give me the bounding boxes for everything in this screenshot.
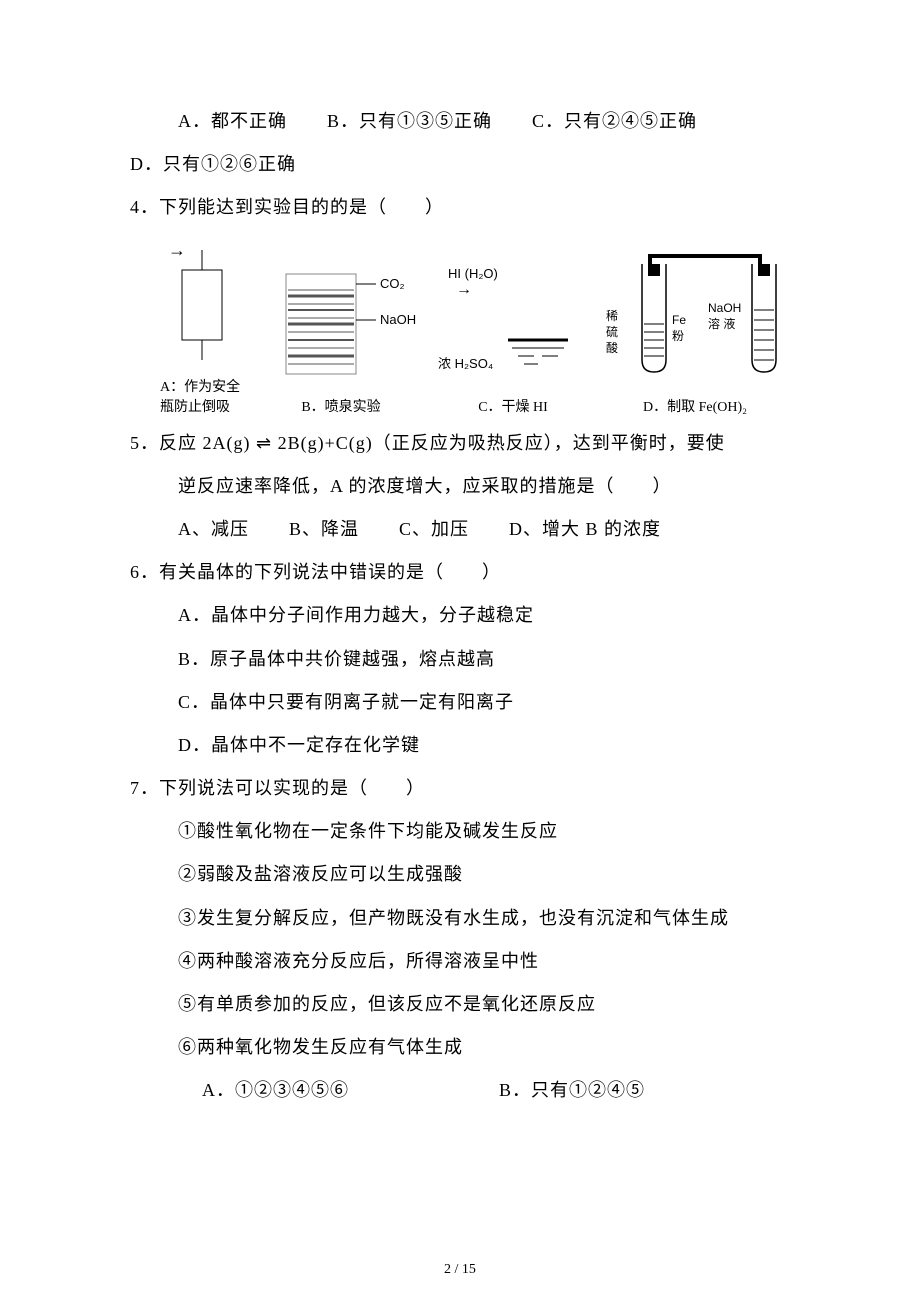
q4-diag-c-caption: C．干燥 HI — [478, 396, 548, 416]
q4-diag-a-svg: → — [162, 240, 242, 370]
label-fe-2: 粉 — [672, 329, 684, 343]
q4-diag-c-svg: HI (H₂O) → 浓 H₂SO₄ — [438, 260, 588, 390]
q3-opt-b: B．只有①③⑤正确 — [327, 100, 492, 143]
q6-opt-b: B．原子晶体中共价键越强，熔点越高 — [130, 638, 790, 681]
label-hi: HI (H₂O) — [448, 266, 498, 281]
q4-diag-b: CO₂ NaOH B．喷泉实验 — [256, 260, 426, 416]
q5-options: A、减压 B、降温 C、加压 D、增大 B 的浓度 — [130, 508, 790, 551]
q4-diag-a: → A：作为安全瓶防止倒吸 — [160, 240, 244, 416]
q3-opt-d: D．只有①②⑥正确 — [130, 143, 790, 186]
q6-opt-d: D．晶体中不一定存在化学键 — [130, 724, 790, 767]
q4-stem: 4．下列能达到实验目的的是（ ） — [130, 186, 790, 229]
q7-options: A．①②③④⑤⑥ B．只有①②④⑤ — [130, 1069, 790, 1112]
label-h2so4: 浓 H₂SO₄ — [438, 356, 493, 371]
q4-diag-c: HI (H₂O) → 浓 H₂SO₄ C．干燥 HI — [438, 260, 588, 416]
arrow-icon: → — [456, 281, 472, 298]
q5-opt-a: A、减压 — [178, 508, 249, 551]
q6-opt-a: A．晶体中分子间作用力越大，分子越稳定 — [130, 594, 790, 637]
q4-diag-b-caption: B．喷泉实验 — [301, 396, 380, 416]
q4-diag-d: 稀 硫 酸 Fe 粉 NaOH 溶 液 D．制取 Fe(OH)₂ — [600, 250, 790, 416]
label-dilute-acid-1: 稀 — [606, 309, 618, 323]
q4-diag-d-caption: D．制取 Fe(OH)₂ — [643, 396, 747, 416]
q3-options-row1: A．都不正确 B．只有①③⑤正确 C．只有②④⑤正确 — [130, 100, 790, 143]
label-naoh-2: 溶 液 — [708, 316, 735, 331]
q7-s3: ③发生复分解反应，但产物既没有水生成，也没有沉淀和气体生成 — [130, 897, 790, 940]
label-fe-1: Fe — [672, 313, 686, 327]
q7-stem: 7．下列说法可以实现的是（ ） — [130, 767, 790, 810]
q3-opt-c: C．只有②④⑤正确 — [532, 100, 697, 143]
q7-opt-a: A．①②③④⑤⑥ — [202, 1069, 349, 1112]
q4-diag-d-svg: 稀 硫 酸 Fe 粉 NaOH 溶 液 — [600, 250, 790, 390]
arrow-icon: → — [168, 240, 186, 260]
label-dilute-acid-2: 硫 — [606, 324, 618, 339]
q7-s5: ⑤有单质参加的反应，但该反应不是氧化还原反应 — [130, 983, 790, 1026]
q7-s2: ②弱酸及盐溶液反应可以生成强酸 — [130, 853, 790, 896]
label-naoh-1: NaOH — [708, 301, 741, 315]
q5-opt-d: D、增大 B 的浓度 — [509, 508, 661, 551]
q7-opt-b: B．只有①②④⑤ — [499, 1069, 645, 1112]
label-naoh: NaOH — [380, 312, 416, 327]
q6-stem: 6．有关晶体的下列说法中错误的是（ ） — [130, 551, 790, 594]
q7-s1: ①酸性氧化物在一定条件下均能及碱发生反应 — [130, 810, 790, 853]
label-co2: CO₂ — [380, 276, 405, 291]
q6-opt-c: C．晶体中只要有阴离子就一定有阳离子 — [130, 681, 790, 724]
q5-stem1: 5．反应 2A(g) ⇌ 2B(g)+C(g)（正反应为吸热反应），达到平衡时，… — [130, 422, 790, 465]
q7-s4: ④两种酸溶液充分反应后，所得溶液呈中性 — [130, 940, 790, 983]
q4-diag-a-caption: A：作为安全瓶防止倒吸 — [160, 376, 244, 416]
q3-opt-a: A．都不正确 — [178, 100, 287, 143]
q5-opt-b: B、降温 — [289, 508, 359, 551]
page-footer: 2 / 15 — [0, 1262, 920, 1278]
q4-diagrams: → A：作为安全瓶防止倒吸 — [160, 240, 790, 416]
q5-opt-c: C、加压 — [399, 508, 469, 551]
q7-s6: ⑥两种氧化物发生反应有气体生成 — [130, 1026, 790, 1069]
q5-stem2: 逆反应速率降低，A 的浓度增大，应采取的措施是（ ） — [130, 465, 790, 508]
q4-diag-b-svg: CO₂ NaOH — [256, 260, 426, 390]
label-dilute-acid-3: 酸 — [606, 340, 618, 355]
